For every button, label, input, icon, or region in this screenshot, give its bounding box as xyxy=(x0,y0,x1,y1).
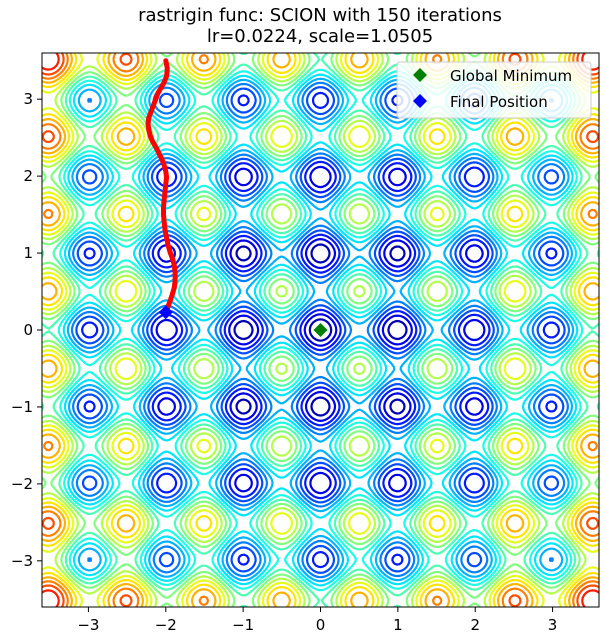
contour-level-10 xyxy=(42,53,599,607)
y-tick-label: −3 xyxy=(11,552,33,570)
contour-level-8 xyxy=(57,68,584,592)
x-tick-label: −3 xyxy=(77,616,99,634)
legend-label-final-position: Final Position xyxy=(450,93,548,111)
y-tick-label: 2 xyxy=(23,167,33,185)
contour-level-16 xyxy=(42,53,599,607)
legend: Global Minimum Final Position xyxy=(396,61,592,119)
contour-level-13 xyxy=(42,53,599,607)
legend-marker-final-position xyxy=(413,94,427,108)
y-tick-label: −2 xyxy=(11,475,33,493)
x-tick-label: 3 xyxy=(548,616,558,634)
chart-title-line1: rastrigin func: SCION with 150 iteration… xyxy=(138,5,502,26)
x-tick-label: −2 xyxy=(155,616,177,634)
x-tick-label: 1 xyxy=(393,616,403,634)
y-axis: −3 −2 −1 0 1 2 3 xyxy=(11,90,42,570)
legend-box xyxy=(396,61,592,119)
y-tick-label: 0 xyxy=(23,321,33,339)
x-axis: −3 −2 −1 0 1 2 3 xyxy=(77,607,557,634)
legend-marker-global-minimum xyxy=(413,68,427,82)
contour-level-2 xyxy=(155,165,486,495)
contour-level-4 xyxy=(75,86,566,574)
x-tick-label: −1 xyxy=(232,616,254,634)
x-tick-label: 0 xyxy=(316,616,326,634)
y-tick-label: 3 xyxy=(23,90,33,108)
chart-title-line2: lr=0.0224, scale=1.0505 xyxy=(207,26,433,47)
legend-label-global-minimum: Global Minimum xyxy=(450,67,572,85)
optimizer-path xyxy=(145,58,178,315)
plot-area xyxy=(41,52,600,608)
contour-level-7 xyxy=(62,73,579,587)
contour-level-12 xyxy=(42,53,599,607)
contour-level-3 xyxy=(81,91,560,569)
point-markers xyxy=(158,305,328,337)
contour-level-6 xyxy=(66,77,575,583)
x-tick-label: 2 xyxy=(470,616,480,634)
contour-lines xyxy=(42,53,599,607)
marker-global-minimum xyxy=(313,323,328,337)
y-tick-label: 1 xyxy=(23,244,33,262)
marker-final-position xyxy=(158,305,173,320)
y-tick-label: −1 xyxy=(11,398,33,416)
contour-level-5 xyxy=(70,81,571,579)
contour-level-1 xyxy=(233,243,408,417)
